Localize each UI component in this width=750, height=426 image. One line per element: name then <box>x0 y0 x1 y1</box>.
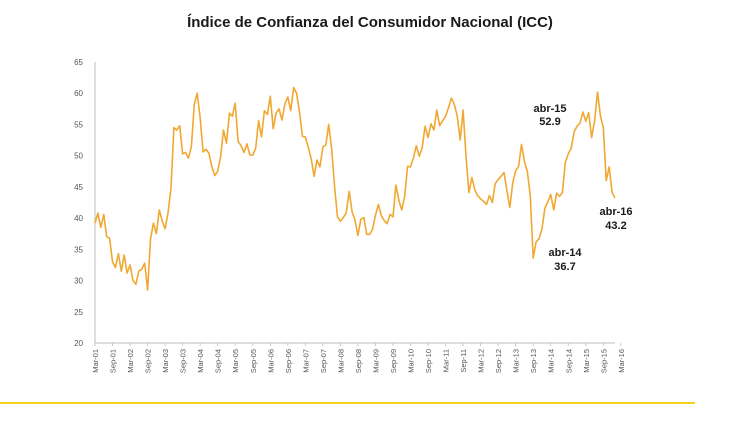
x-tick-label: Sep-04 <box>214 349 223 373</box>
x-tick-label: Mar-01 <box>91 349 100 373</box>
x-tick-label: Mar-11 <box>442 349 451 372</box>
y-tick-label: 60 <box>74 89 83 98</box>
annotation-abr-14-label: abr-14 <box>548 247 582 259</box>
x-tick-label: Mar-14 <box>547 349 556 373</box>
x-tick-label: Sep-05 <box>249 349 258 373</box>
annotations: abr-15 52.9 abr-14 36.7 abr-16 43.2 <box>533 103 632 273</box>
y-tick-label: 25 <box>74 308 83 317</box>
x-tick-label: Mar-12 <box>477 349 486 373</box>
x-tick-label: Sep-11 <box>459 349 468 373</box>
x-tick-label: Sep-09 <box>389 349 398 373</box>
x-tick-label: Mar-08 <box>336 349 345 373</box>
y-tick-label: 20 <box>74 339 83 348</box>
y-tick-label: 65 <box>74 58 83 67</box>
y-tick-label: 30 <box>74 277 83 286</box>
x-tick-label: Sep-14 <box>564 349 573 373</box>
x-tick-label: Mar-15 <box>582 349 591 373</box>
x-tick-label: Sep-12 <box>494 349 503 373</box>
x-tick-label: Mar-03 <box>161 349 170 373</box>
x-tick-label: Mar-04 <box>196 349 205 373</box>
y-tick-label: 50 <box>74 152 83 161</box>
icc-series-line <box>94 86 616 291</box>
x-tick-label: Mar-07 <box>301 349 310 373</box>
x-tick-label: Sep-07 <box>319 349 328 373</box>
x-tick-label: Sep-13 <box>529 349 538 373</box>
x-tick-label: Mar-06 <box>266 349 275 373</box>
x-tick-label: Sep-01 <box>109 349 118 373</box>
x-tick-label: Sep-15 <box>599 349 608 373</box>
x-tick-label: Mar-09 <box>371 349 380 373</box>
annotation-abr-16-label: abr-16 <box>599 206 632 218</box>
y-axis-ticks: 20 25 30 35 40 45 50 55 60 65 <box>74 58 83 348</box>
y-tick-label: 35 <box>74 245 83 254</box>
y-tick-label: 55 <box>74 120 83 129</box>
x-tick-label: Sep-02 <box>144 349 153 373</box>
x-tick-label: Mar-10 <box>407 349 416 373</box>
annotation-abr-14-value: 36.7 <box>554 261 575 273</box>
x-tick-label: Sep-06 <box>284 349 293 373</box>
x-tick-label: Mar-05 <box>231 349 240 373</box>
x-tick-label: Mar-13 <box>512 349 521 373</box>
chart-title: Índice de Confianza del Consumidor Nacio… <box>187 14 553 31</box>
x-tick-label: Mar-16 <box>617 349 626 373</box>
x-tick-label: Sep-10 <box>424 349 433 373</box>
x-tick-label: Mar-02 <box>126 349 135 373</box>
y-tick-label: 45 <box>74 183 83 192</box>
annotation-abr-15-label: abr-15 <box>533 103 566 115</box>
y-tick-label: 40 <box>74 214 83 223</box>
x-tick-label: Sep-08 <box>354 349 363 373</box>
annotation-abr-16-value: 43.2 <box>605 220 626 232</box>
x-axis-ticks: Mar-01 Sep-01 Mar-02 Sep-02 Mar-03 Sep-03 Mar-… <box>91 343 626 373</box>
x-tick-label: Sep-03 <box>179 349 188 373</box>
annotation-abr-15-value: 52.9 <box>539 116 560 128</box>
